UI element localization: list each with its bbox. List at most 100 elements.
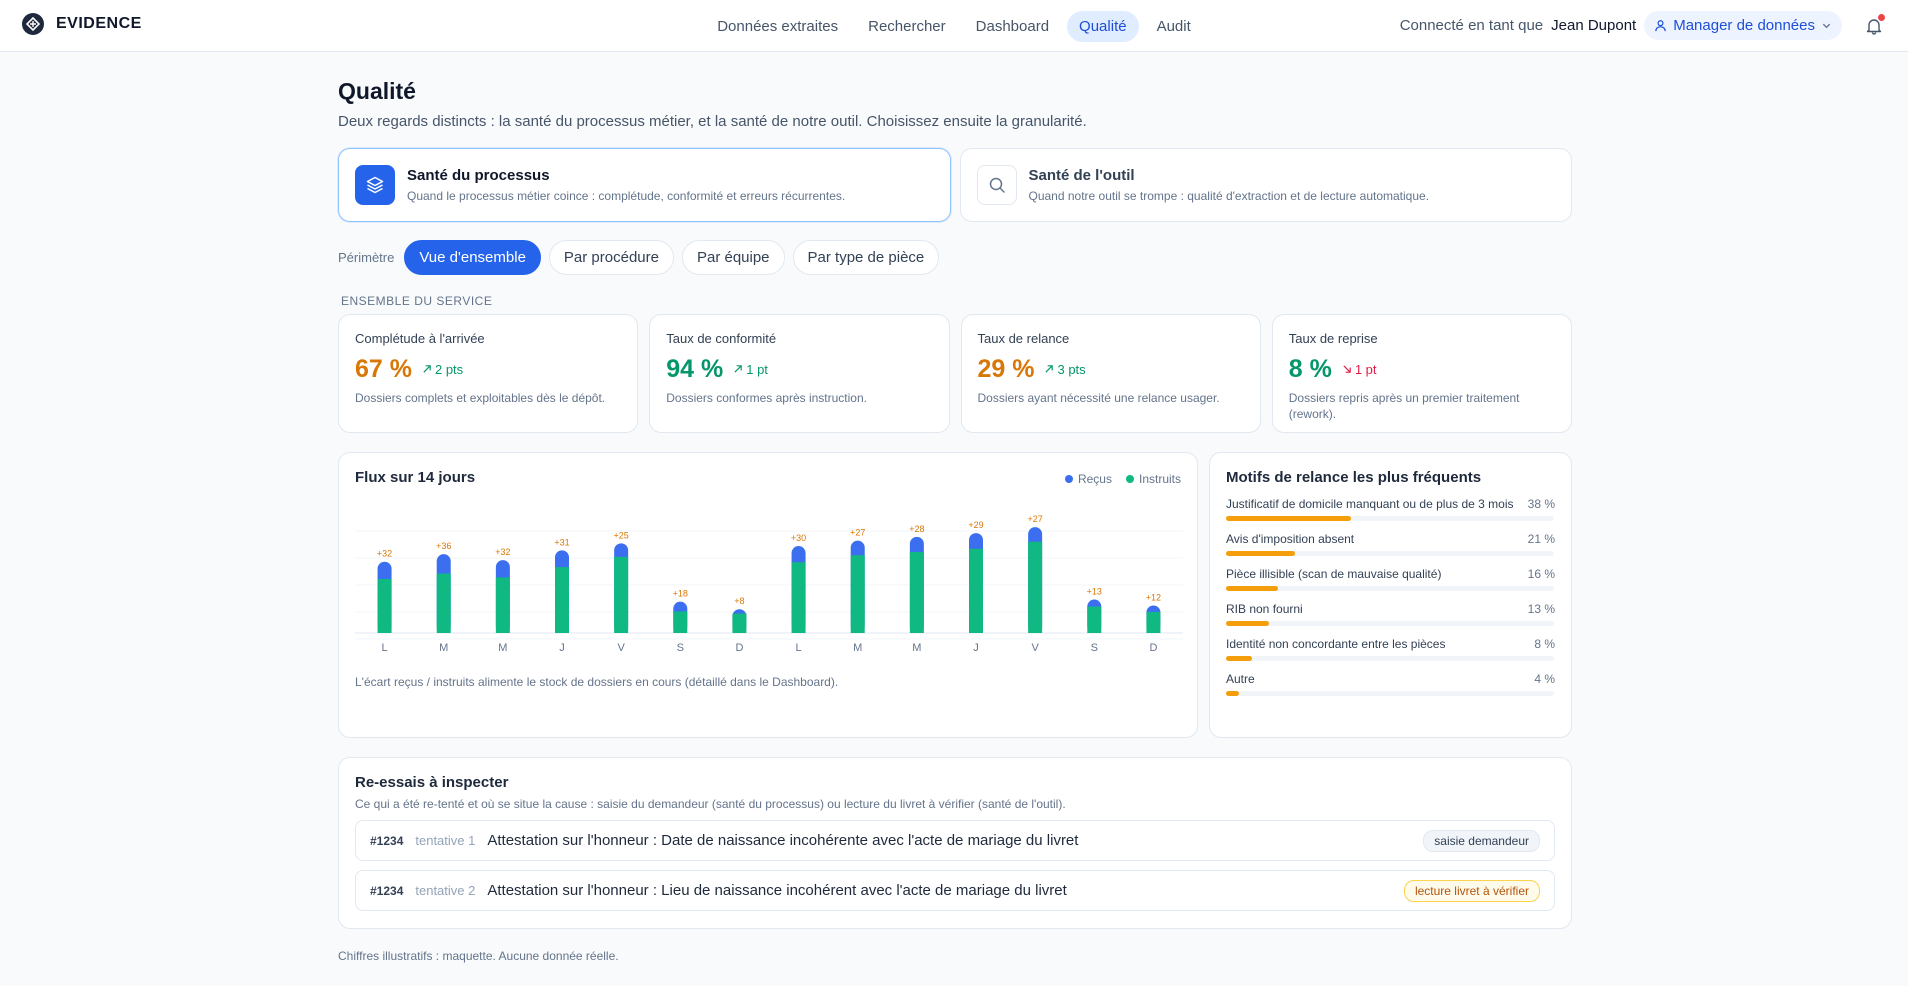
motif-bar-fill: [1226, 656, 1253, 661]
bar-instruits: [969, 548, 983, 633]
gap-label: +32: [495, 547, 510, 557]
brand[interactable]: EVIDENCE: [22, 13, 142, 35]
bar-instruits: [495, 577, 510, 633]
x-tick-label: V: [617, 642, 625, 654]
chip-vue-ensemble[interactable]: Vue d'ensemble: [404, 240, 541, 275]
scope-filter: Périmètre Vue d'ensemble Par procédure P…: [338, 240, 1572, 275]
gap-label: +25: [614, 530, 629, 540]
retries-title: Re-essais à inspecter: [355, 774, 509, 791]
x-tick-label: L: [382, 642, 388, 654]
chip-par-equipe[interactable]: Par équipe: [681, 240, 785, 275]
trend-arrow-icon: [1342, 362, 1352, 377]
motifs-list: Justificatif de domicile manquant ou de …: [1226, 496, 1555, 696]
motif-bar-fill: [1226, 621, 1269, 626]
gap-label: +36: [436, 541, 451, 551]
motif-percent: 21 %: [1527, 532, 1555, 546]
motif-item: Justificatif de domicile manquant ou de …: [1226, 496, 1555, 521]
retry-row[interactable]: #1234 tentative 1 Attestation sur l'honn…: [355, 820, 1555, 861]
bar-instruits: [614, 556, 629, 633]
bar-instruits: [1087, 606, 1102, 633]
kpi-value: 29 %: [977, 355, 1035, 383]
kpi-card: Taux de reprise 8 % 1 pt Dossiers repris…: [1271, 314, 1572, 433]
charts-row: Flux sur 14 jours Reçus Instruits +32 L +3…: [338, 452, 1572, 738]
notification-dot: [1878, 13, 1885, 21]
tab-audit[interactable]: Audit: [1156, 17, 1191, 35]
flux-chart: +32 L +36 M +32 M +31 J +25 V +18 S +8 D +30 L +27 M +28 M +…: [355, 514, 1183, 654]
motif-percent: 4 %: [1534, 672, 1555, 686]
trend-arrow-icon: [1044, 362, 1054, 377]
retry-attempt: tentative 2: [415, 883, 476, 898]
tab-dashboard[interactable]: Dashboard: [975, 17, 1050, 35]
flux-title: Flux sur 14 jours: [355, 469, 476, 486]
retry-id[interactable]: #1234: [370, 833, 404, 848]
kpi-value: 94 %: [666, 355, 724, 383]
health-process-card[interactable]: Santé du processus Quand le processus mé…: [338, 148, 951, 222]
retry-row[interactable]: #1234 tentative 2 Attestation sur l'honn…: [355, 870, 1555, 911]
motif-percent: 16 %: [1527, 567, 1555, 581]
flux-card: Flux sur 14 jours Reçus Instruits +32 L +3…: [338, 452, 1198, 738]
tab-donnees-extraites[interactable]: Données extraites: [717, 17, 839, 35]
trend-arrow-icon: [733, 362, 743, 377]
x-tick-label: L: [796, 642, 802, 654]
legend-label: Instruits: [1138, 472, 1181, 486]
kpi-delta: 2 pts: [422, 362, 463, 377]
user-icon: [1655, 20, 1666, 32]
motif-bar: [1226, 516, 1554, 521]
retry-tag: lecture livret à vérifier: [1403, 879, 1540, 902]
kpi-value: 67 %: [355, 355, 412, 383]
bar-instruits: [436, 573, 451, 633]
section-label: ENSEMBLE DU SERVICE: [341, 294, 493, 308]
kpi-title: Taux de reprise: [1288, 331, 1378, 346]
motif-item: Avis d'imposition absent 21 %: [1226, 531, 1555, 556]
bell-icon: [1866, 18, 1882, 35]
chip-par-type-piece[interactable]: Par type de pièce: [792, 240, 940, 275]
main-nav: Données extraites Rechercher Dashboard Q…: [0, 0, 1908, 52]
x-tick-label: J: [559, 642, 565, 654]
motif-percent: 13 %: [1527, 602, 1555, 616]
x-tick-label: D: [1149, 642, 1157, 654]
tab-rechercher[interactable]: Rechercher: [868, 17, 946, 35]
kpi-delta: 1 pt: [733, 362, 768, 377]
gap-label: +12: [1146, 592, 1161, 602]
kpi-card: Taux de relance 29 % 3 pts Dossiers ayan…: [960, 314, 1261, 433]
legend-dot: [1064, 475, 1073, 483]
brand-name: EVIDENCE: [56, 15, 142, 32]
gap-label: +18: [673, 589, 688, 599]
kpi-title: Complétude à l'arrivée: [355, 331, 485, 346]
gap-label: +31: [554, 537, 569, 547]
health-selector: Santé du processus Quand le processus mé…: [338, 148, 1572, 222]
retry-id[interactable]: #1234: [370, 883, 404, 898]
x-tick-label: M: [498, 642, 507, 654]
role-dropdown[interactable]: Manager de données: [1644, 11, 1842, 40]
motif-item: RIB non fourni 13 %: [1226, 601, 1555, 626]
gap-label: +13: [1087, 587, 1102, 597]
bar-instruits: [673, 611, 688, 633]
gap-label: +32: [377, 549, 392, 559]
x-tick-label: S: [677, 642, 684, 654]
bar-instruits: [555, 567, 569, 633]
health-tool-desc: Quand notre outil se trompe : qualité d'…: [1028, 189, 1430, 203]
footer-note: Chiffres illustratifs : maquette. Aucune…: [338, 949, 619, 963]
flux-note: L'écart reçus / instruits alimente le st…: [355, 675, 839, 689]
chip-par-procedure[interactable]: Par procédure: [548, 240, 674, 275]
top-bar: EVIDENCE Données extraites Rechercher Da…: [0, 0, 1908, 52]
x-tick-label: M: [912, 642, 921, 654]
kpi-desc: Dossiers ayant nécessité une relance usa…: [977, 391, 1220, 405]
legend-item-recus: Reçus: [1064, 472, 1112, 486]
legend-dot: [1125, 475, 1134, 483]
x-tick-label: V: [1031, 642, 1039, 654]
kpi-delta: 1 pt: [1342, 362, 1377, 377]
tab-qualite[interactable]: Qualité: [1067, 10, 1139, 42]
gap-label: +30: [791, 533, 806, 543]
bar-instruits: [732, 613, 747, 633]
motif-bar: [1226, 621, 1554, 626]
notifications-button[interactable]: [1862, 13, 1886, 38]
x-tick-label: M: [439, 642, 448, 654]
motif-bar-fill: [1226, 516, 1351, 521]
kpi-card: Complétude à l'arrivée 67 % 2 pts Dossie…: [338, 314, 639, 433]
health-tool-card[interactable]: Santé de l'outil Quand notre outil se tr…: [959, 148, 1572, 222]
motif-bar-fill: [1226, 691, 1240, 696]
retries-subtitle: Ce qui a été re-tenté et où se situe la …: [355, 797, 1066, 811]
motif-item: Autre 4 %: [1226, 671, 1555, 696]
bar-instruits: [1028, 541, 1043, 633]
